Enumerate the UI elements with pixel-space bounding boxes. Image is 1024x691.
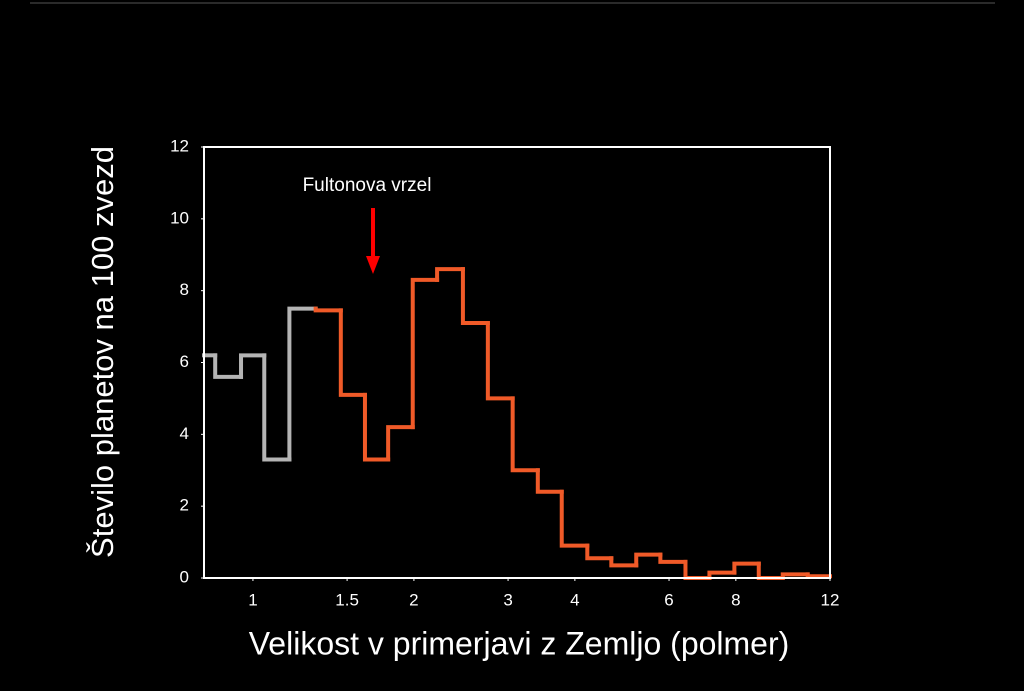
histogram-step bbox=[287, 306, 318, 462]
histogram-step bbox=[386, 425, 415, 462]
annotation: Fultonova vrzel bbox=[303, 175, 432, 196]
x-tick-label: 4 bbox=[570, 590, 579, 609]
histogram-step bbox=[609, 556, 639, 568]
histogram-step bbox=[362, 392, 391, 462]
y-tick-label: 6 bbox=[180, 352, 189, 371]
y-tick-label: 4 bbox=[180, 424, 189, 443]
histogram-step bbox=[510, 396, 540, 473]
histogram-step bbox=[262, 353, 292, 462]
x-tick-label: 3 bbox=[503, 590, 512, 609]
plot-frame bbox=[203, 146, 831, 579]
x-tick-label: 6 bbox=[664, 590, 673, 609]
histogram-step bbox=[658, 552, 688, 564]
annotation-arrow-head bbox=[366, 256, 380, 274]
y-axis-label: Število planetov na 100 zvezd bbox=[85, 146, 120, 558]
histogram-step bbox=[410, 277, 440, 430]
histogram-step bbox=[535, 468, 564, 494]
x-tick-label: 2 bbox=[409, 590, 418, 609]
histogram-step bbox=[707, 570, 737, 580]
histogram-step bbox=[559, 489, 590, 548]
histogram-step bbox=[805, 572, 832, 579]
x-axis-label: Velikost v primerjavi z Zemljo (polmer) bbox=[249, 625, 790, 661]
x-tick-label: 12 bbox=[821, 590, 840, 609]
histogram-step bbox=[460, 267, 490, 325]
y-tick-label: 0 bbox=[180, 567, 189, 586]
histogram-step bbox=[585, 543, 614, 561]
y-tick-label: 2 bbox=[180, 496, 189, 515]
x-tick-label: 8 bbox=[731, 590, 740, 609]
x-tick-label: 1.5 bbox=[335, 590, 359, 609]
histogram-step bbox=[732, 561, 761, 575]
y-tick-label: 8 bbox=[180, 280, 189, 299]
histogram-step bbox=[485, 320, 515, 401]
histogram-step bbox=[435, 267, 465, 282]
histogram-step bbox=[634, 552, 663, 568]
x-tick-label: 1 bbox=[248, 590, 257, 609]
histogram-step bbox=[313, 306, 343, 313]
histogram-step bbox=[338, 308, 367, 397]
histogram-step bbox=[780, 572, 810, 580]
y-tick-label: 10 bbox=[170, 208, 189, 227]
histogram-step bbox=[239, 353, 267, 379]
histogram-step bbox=[213, 353, 244, 379]
y-tick-label: 12 bbox=[170, 136, 189, 155]
